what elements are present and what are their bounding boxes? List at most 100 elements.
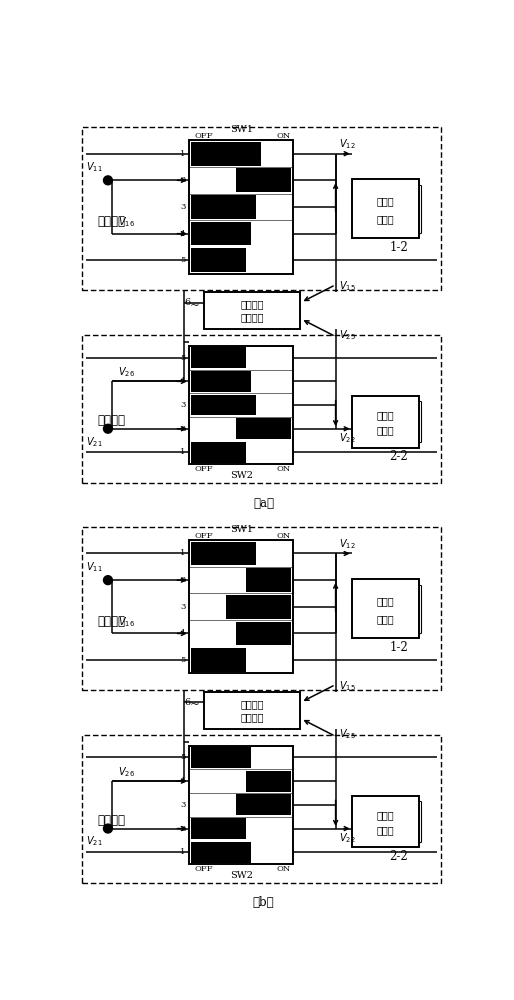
Bar bbox=[191, 371, 251, 392]
Bar bbox=[191, 248, 246, 272]
Bar bbox=[191, 818, 246, 839]
Bar bbox=[191, 248, 291, 273]
Text: 第一支路: 第一支路 bbox=[98, 615, 125, 628]
Text: ON: ON bbox=[277, 465, 291, 473]
Bar bbox=[226, 595, 291, 619]
Text: 5: 5 bbox=[180, 753, 186, 761]
Bar bbox=[191, 842, 291, 863]
Text: $V_{15}$: $V_{15}$ bbox=[339, 679, 356, 693]
Text: 2: 2 bbox=[180, 425, 186, 433]
Circle shape bbox=[103, 424, 113, 433]
Text: $V_{26}$: $V_{26}$ bbox=[118, 765, 135, 779]
Text: 2: 2 bbox=[180, 576, 186, 584]
Text: 调整单元: 调整单元 bbox=[241, 314, 264, 323]
Text: ~: ~ bbox=[190, 698, 200, 711]
Bar bbox=[236, 622, 291, 645]
Bar bbox=[82, 735, 441, 883]
Text: 4: 4 bbox=[180, 377, 186, 385]
Text: 死区时间: 死区时间 bbox=[241, 301, 264, 310]
Bar bbox=[191, 794, 291, 816]
Bar bbox=[191, 222, 251, 245]
Text: 2: 2 bbox=[180, 825, 186, 833]
Bar bbox=[236, 418, 291, 439]
Bar bbox=[191, 541, 291, 566]
Bar bbox=[191, 842, 251, 863]
Bar bbox=[82, 527, 441, 690]
Bar bbox=[191, 394, 291, 416]
Text: 3: 3 bbox=[180, 603, 186, 611]
Bar bbox=[204, 692, 301, 729]
Bar bbox=[82, 335, 441, 483]
Bar bbox=[191, 141, 291, 166]
Bar bbox=[246, 771, 291, 792]
Bar bbox=[191, 542, 256, 565]
Bar bbox=[191, 195, 256, 219]
Text: OFF: OFF bbox=[195, 532, 213, 540]
Bar bbox=[191, 347, 246, 368]
Text: OFF: OFF bbox=[195, 132, 213, 140]
Bar bbox=[191, 818, 291, 839]
Bar bbox=[204, 292, 301, 329]
Bar bbox=[191, 747, 251, 768]
Bar bbox=[191, 648, 246, 672]
Bar bbox=[191, 442, 291, 463]
Text: 调整单元: 调整单元 bbox=[241, 713, 264, 722]
Bar bbox=[236, 168, 291, 192]
Bar bbox=[189, 140, 293, 274]
Bar bbox=[191, 221, 291, 246]
Circle shape bbox=[103, 576, 113, 585]
Bar bbox=[191, 195, 291, 219]
Text: 离单元: 离单元 bbox=[377, 427, 394, 436]
Text: $V_{26}$: $V_{26}$ bbox=[118, 365, 135, 379]
Bar bbox=[236, 794, 291, 815]
Bar bbox=[191, 168, 291, 193]
Text: 4: 4 bbox=[180, 629, 186, 637]
Text: 死区时间: 死区时间 bbox=[241, 700, 264, 709]
Text: OFF: OFF bbox=[195, 865, 213, 873]
Text: 1: 1 bbox=[180, 549, 186, 557]
Text: SW1: SW1 bbox=[230, 125, 253, 134]
Text: 4: 4 bbox=[180, 230, 186, 238]
Text: $V_{22}$: $V_{22}$ bbox=[339, 831, 356, 845]
Text: 6: 6 bbox=[185, 698, 191, 707]
Text: 第二支路: 第二支路 bbox=[98, 414, 125, 427]
Text: $V_{11}$: $V_{11}$ bbox=[86, 560, 102, 574]
Bar bbox=[191, 347, 291, 368]
Bar bbox=[352, 796, 419, 847]
Bar bbox=[191, 418, 291, 439]
Text: 1-2: 1-2 bbox=[390, 641, 408, 654]
Bar bbox=[191, 442, 246, 463]
Text: 信号隔: 信号隔 bbox=[377, 597, 394, 606]
Text: 1: 1 bbox=[180, 448, 186, 456]
Text: 1: 1 bbox=[180, 848, 186, 856]
Text: 5: 5 bbox=[180, 656, 186, 664]
Text: ~: ~ bbox=[190, 299, 200, 312]
Text: ON: ON bbox=[277, 865, 291, 873]
Text: 3: 3 bbox=[180, 203, 186, 211]
Bar bbox=[191, 371, 291, 392]
Text: 2-2: 2-2 bbox=[390, 450, 408, 463]
Bar bbox=[191, 648, 291, 672]
Bar bbox=[246, 568, 291, 592]
Text: 4: 4 bbox=[180, 777, 186, 785]
Text: SW1: SW1 bbox=[230, 525, 253, 534]
Bar bbox=[189, 746, 293, 864]
Bar bbox=[352, 579, 419, 638]
Text: $V_{21}$: $V_{21}$ bbox=[86, 835, 102, 848]
Text: $V_{21}$: $V_{21}$ bbox=[86, 435, 102, 449]
Text: 6: 6 bbox=[185, 298, 191, 307]
Circle shape bbox=[103, 824, 113, 833]
Bar bbox=[191, 142, 261, 166]
Text: （b）: （b） bbox=[252, 896, 274, 909]
Text: $V_{15}$: $V_{15}$ bbox=[339, 280, 356, 293]
Text: 2: 2 bbox=[180, 176, 186, 184]
Text: SW2: SW2 bbox=[230, 471, 253, 480]
Text: 2-2: 2-2 bbox=[390, 850, 408, 863]
Bar bbox=[82, 127, 441, 290]
Text: $V_{25}$: $V_{25}$ bbox=[339, 328, 356, 342]
Text: 3: 3 bbox=[180, 801, 186, 809]
Bar bbox=[352, 179, 419, 238]
Bar bbox=[352, 396, 419, 448]
Text: 离单元: 离单元 bbox=[377, 615, 394, 624]
Bar bbox=[191, 770, 291, 792]
